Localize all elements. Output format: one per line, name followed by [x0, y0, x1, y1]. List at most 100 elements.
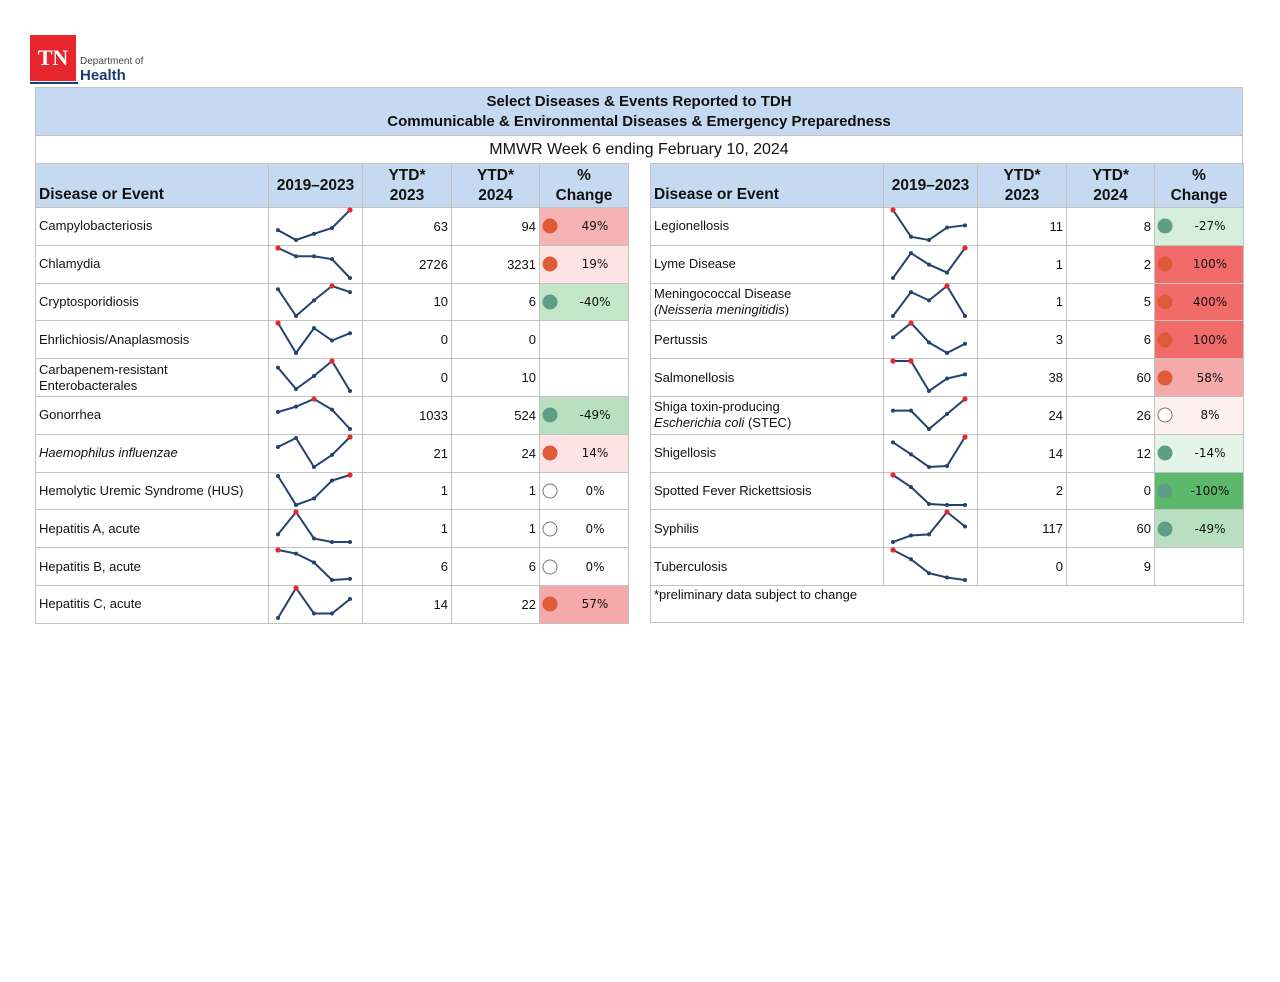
name-text: Chlamydia: [39, 256, 101, 272]
sparkline: [890, 471, 967, 507]
sparkline-point: [890, 207, 896, 213]
status-dot: [1157, 521, 1173, 537]
sparkline: [890, 207, 967, 242]
sparkline-point: [329, 358, 335, 364]
text-line: Shigellosis: [654, 445, 883, 461]
column-label: 2024: [1093, 186, 1128, 204]
text-line: Escherichia coli (STEC): [654, 415, 883, 431]
sparkline-line: [892, 510, 966, 544]
percent-change: [539, 320, 629, 360]
sparkline-point: [312, 254, 316, 259]
ytd-number: 63: [433, 218, 448, 234]
ytd-number: 24: [1048, 407, 1063, 423]
sparkline-point: [962, 434, 968, 440]
percent-change: [539, 358, 629, 397]
text-line: Change: [556, 186, 613, 206]
sparkline-point: [347, 434, 353, 440]
text-line: Tuberculosis: [654, 559, 883, 575]
sparkline-point: [312, 611, 316, 616]
sparkline-line: [892, 473, 965, 506]
ytd-value: 8: [1066, 207, 1155, 246]
sparkline-point: [891, 275, 895, 280]
sparkline-point: [312, 536, 316, 541]
ytd-value: 0: [451, 320, 540, 360]
ytd-value: 2: [977, 471, 1067, 511]
sparkline-point: [294, 404, 298, 409]
logo-line2: Health: [80, 67, 126, 84]
change-text: 0%: [585, 559, 605, 574]
dot: [1157, 256, 1173, 272]
column-header: 2019–2023: [268, 163, 363, 208]
column-label: Change: [555, 186, 613, 204]
percent-change: 100%: [1154, 320, 1244, 360]
sparkline-point: [963, 502, 967, 507]
sparkline-point: [330, 540, 334, 545]
name-text: ): [784, 301, 790, 317]
sparkline-point: [293, 585, 299, 591]
disease-name: Chlamydia: [35, 244, 269, 284]
sparkline-point: [276, 286, 280, 291]
ytd-value: 5: [1066, 282, 1155, 322]
sparkline-point: [348, 275, 352, 280]
ytd-value: 0: [362, 320, 452, 360]
sparkline-point: [276, 444, 280, 449]
ytd-number: 524: [514, 407, 536, 423]
ytd-value: 14: [362, 585, 452, 624]
text-line: Meningococcal Disease: [654, 286, 883, 302]
status-dot: [542, 256, 558, 272]
sparkline-point: [348, 597, 352, 602]
disease-name: Gonorrhea: [35, 396, 269, 435]
name-text: Syphilis: [654, 520, 699, 536]
status-dot: [542, 521, 558, 537]
ytd-number: 38: [1048, 370, 1063, 386]
text-line: Haemophilus influenzae: [39, 445, 268, 461]
ytd-number: 1: [1055, 294, 1063, 310]
logo-mark: TN: [30, 35, 76, 81]
disease-name: Campylobacteriosis: [35, 207, 269, 246]
dot: [1157, 370, 1173, 386]
sparkline-point: [908, 320, 914, 326]
sparkline-point: [294, 351, 298, 356]
column-header: YTD* 2023: [977, 163, 1067, 208]
sparkline-point: [927, 238, 931, 242]
sparkline-line: [892, 209, 966, 242]
ytd-number: 11: [1049, 218, 1064, 234]
text-line: 2024: [1093, 186, 1127, 206]
sparkline: [891, 320, 967, 356]
sparkline: [276, 207, 353, 242]
sparkline: [891, 282, 967, 318]
percent-change: 400%: [1154, 282, 1244, 322]
sparkline-point: [962, 396, 968, 402]
disease-name: Syphilis: [650, 509, 884, 549]
sparkline-point: [312, 231, 316, 236]
name-text: Hemolytic Uremic Syndrome (HUS): [39, 482, 244, 498]
column-label: YTD*: [1091, 166, 1130, 184]
disease-name: Hepatitis B, acute: [35, 547, 269, 586]
ytd-value: 10: [451, 358, 540, 397]
text-line: YTD*: [388, 166, 425, 186]
sparkline-point: [312, 374, 316, 379]
disease-name: Tuberculosis: [650, 547, 884, 586]
sparkline-point: [312, 326, 316, 331]
ytd-value: 1: [451, 471, 540, 511]
percent-change: -49%: [1154, 509, 1244, 549]
text-line: YTD*: [477, 166, 514, 186]
status-dot: [542, 218, 558, 234]
sparkline: [276, 585, 352, 620]
sparkline-point: [330, 478, 334, 483]
ytd-value: 1: [451, 509, 540, 549]
disease-name: Hepatitis C, acute: [35, 585, 269, 624]
column-header: YTD* 2023: [362, 163, 452, 208]
sparkline-point: [945, 225, 949, 230]
text-line: Legionellosis: [654, 218, 883, 234]
sparkline-point: [891, 408, 895, 413]
ytd-value: 6: [451, 547, 540, 586]
sparkline-point: [909, 557, 913, 562]
status-dot: [542, 483, 558, 499]
disease-name: Ehrlichiosis/Anaplasmosis: [35, 320, 269, 360]
subtitle: MMWR Week 6 ending February 10, 2024: [489, 140, 789, 158]
percent-change: 8%: [1154, 396, 1244, 435]
ytd-value: 63: [362, 207, 452, 246]
sparkline-point: [945, 463, 949, 468]
